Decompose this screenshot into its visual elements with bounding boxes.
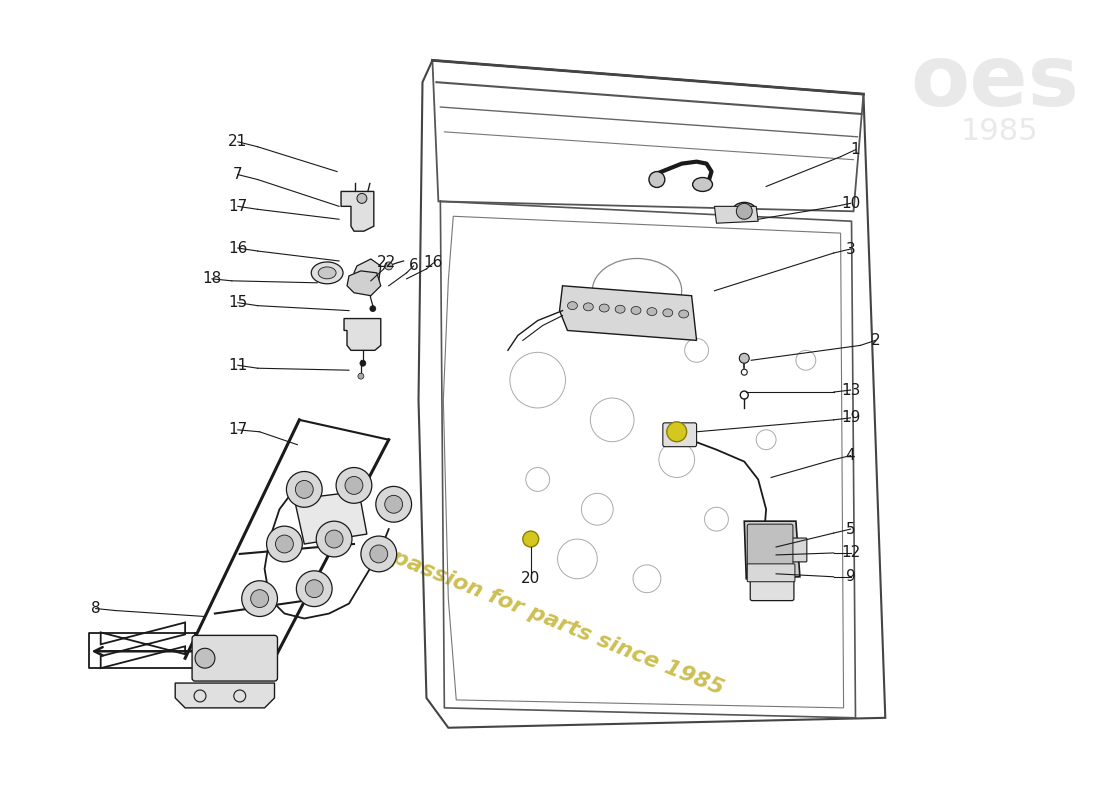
Ellipse shape (615, 306, 625, 313)
Circle shape (296, 481, 314, 498)
Ellipse shape (693, 178, 713, 191)
Text: 7: 7 (233, 167, 243, 182)
Circle shape (266, 526, 302, 562)
Circle shape (736, 203, 752, 219)
Circle shape (195, 648, 214, 668)
Text: 22: 22 (377, 255, 396, 270)
Text: 1: 1 (850, 142, 860, 158)
Text: 12: 12 (840, 546, 860, 561)
Circle shape (649, 171, 664, 187)
Text: 11: 11 (228, 358, 248, 373)
Polygon shape (341, 191, 374, 231)
Text: 13: 13 (840, 382, 860, 398)
Circle shape (242, 581, 277, 617)
Text: 9: 9 (846, 570, 856, 584)
Circle shape (316, 521, 352, 557)
Text: 6: 6 (409, 258, 418, 274)
Circle shape (385, 262, 393, 270)
Circle shape (385, 495, 403, 514)
Circle shape (370, 306, 376, 312)
Polygon shape (354, 259, 381, 289)
Circle shape (361, 536, 397, 572)
Polygon shape (560, 286, 696, 341)
Text: 5: 5 (846, 522, 856, 537)
Text: 10: 10 (840, 196, 860, 211)
Polygon shape (745, 521, 800, 578)
Text: a passion for parts since 1985: a passion for parts since 1985 (368, 538, 727, 698)
Circle shape (345, 477, 363, 494)
Text: 21: 21 (228, 134, 248, 150)
Ellipse shape (663, 309, 673, 317)
FancyBboxPatch shape (192, 635, 277, 681)
Text: oes: oes (910, 41, 1079, 124)
Circle shape (522, 531, 539, 547)
Circle shape (356, 194, 367, 203)
Text: 16: 16 (424, 255, 443, 270)
Ellipse shape (679, 310, 689, 318)
FancyBboxPatch shape (791, 538, 806, 562)
Text: 3: 3 (846, 242, 856, 257)
Ellipse shape (733, 202, 756, 220)
Text: 19: 19 (840, 410, 860, 426)
Text: 20: 20 (521, 571, 540, 586)
Polygon shape (295, 491, 367, 544)
Circle shape (667, 422, 686, 442)
Circle shape (360, 360, 366, 366)
FancyBboxPatch shape (747, 524, 793, 574)
Text: 16: 16 (228, 241, 248, 255)
Text: 17: 17 (228, 199, 248, 214)
FancyBboxPatch shape (663, 423, 696, 446)
Text: 15: 15 (228, 295, 248, 310)
Text: 17: 17 (228, 422, 248, 438)
Circle shape (326, 530, 343, 548)
Polygon shape (344, 318, 381, 350)
FancyBboxPatch shape (747, 564, 795, 582)
Circle shape (296, 571, 332, 606)
Ellipse shape (568, 302, 578, 310)
Polygon shape (175, 683, 275, 708)
Polygon shape (346, 271, 381, 296)
Ellipse shape (311, 262, 343, 284)
Circle shape (376, 486, 411, 522)
Text: 1985: 1985 (960, 118, 1038, 146)
Circle shape (286, 471, 322, 507)
Circle shape (337, 467, 372, 503)
Circle shape (275, 535, 294, 553)
Text: 4: 4 (846, 448, 856, 463)
FancyBboxPatch shape (750, 577, 794, 601)
Circle shape (251, 590, 268, 607)
Text: 18: 18 (202, 271, 221, 286)
Text: 2: 2 (870, 333, 880, 348)
Polygon shape (715, 206, 758, 223)
Text: 8: 8 (91, 601, 100, 616)
Ellipse shape (600, 304, 609, 312)
Circle shape (739, 354, 749, 363)
Ellipse shape (647, 308, 657, 315)
Ellipse shape (631, 306, 641, 314)
Circle shape (358, 373, 364, 379)
Circle shape (306, 580, 323, 598)
Circle shape (370, 545, 387, 563)
Ellipse shape (583, 303, 593, 311)
Ellipse shape (318, 267, 337, 279)
